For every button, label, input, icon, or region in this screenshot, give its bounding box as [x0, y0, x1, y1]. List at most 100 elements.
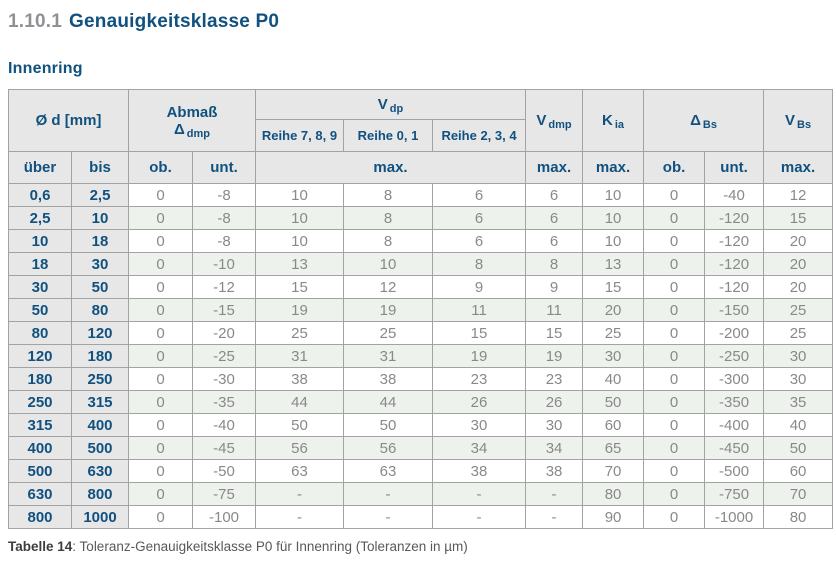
table-row: 800 1000 0 -100- - - -90 0 -1000 80 — [8, 505, 834, 529]
col-header-diameter: Ø d [mm] — [8, 89, 129, 152]
diameter-range-cell: 50 — [8, 298, 72, 322]
subsection-title: Innenring — [8, 60, 83, 77]
diameter-range-cell: 315 — [8, 413, 72, 437]
tolerance-value-cell: -120 — [704, 229, 765, 253]
tolerance-value-cell: 20 — [763, 275, 834, 299]
tolerance-value-cell: 50 — [343, 413, 433, 437]
diameter-range-cell: 800 — [8, 505, 72, 529]
tolerance-value-cell: 6 — [431, 183, 527, 207]
tolerance-value-cell: 8 — [343, 206, 433, 230]
tolerance-value-cell: 0 — [128, 344, 193, 368]
tolerance-value-cell: -450 — [704, 436, 765, 460]
tolerance-value-cell: 0 — [643, 390, 706, 414]
table-row: 18 30 0 -10 13 10 8 8 13 0 -120 20 — [8, 252, 834, 276]
tolerance-value-cell: -45 — [192, 436, 256, 460]
header-reihe-row: Reihe 7, 8, 9 Reihe 0, 1 Reihe 2, 3, 4 — [9, 119, 833, 152]
tolerance-value-cell: 38 — [431, 459, 527, 483]
tolerance-value-cell: 31 — [255, 344, 344, 368]
header-sub-row: über bis ob. unt. max. max. max. ob. unt… — [8, 151, 834, 184]
diameter-range-cell: 500 — [71, 436, 129, 460]
diameter-range-cell: 630 — [8, 482, 72, 506]
tolerance-value-cell: 40 — [582, 367, 645, 391]
diameter-range-cell: 80 — [71, 298, 129, 322]
tolerance-value-cell: 70 — [763, 482, 834, 506]
table-row: 2,5 10 0 -8 10 8 6 6 10 0 -120 15 — [8, 206, 834, 230]
tolerance-value-cell: -750 — [704, 482, 765, 506]
tolerance-value-cell: 50 — [582, 390, 645, 414]
tolerance-value-cell: 0 — [128, 367, 193, 391]
tolerance-value-cell: 0 — [128, 505, 193, 529]
table-caption-text: : Toleranz-Genauigkeitsklasse P0 für Inn… — [72, 539, 468, 554]
table-row: 180 250 0 -30 38 38 23 23 40 0 -300 30 — [8, 367, 834, 391]
tolerance-value-cell: 0 — [643, 344, 706, 368]
tolerance-value-cell: 19 — [525, 344, 584, 368]
tolerance-value-cell: -35 — [192, 390, 256, 414]
diameter-range-cell: 10 — [71, 206, 129, 230]
tolerance-value-cell: 50 — [255, 413, 344, 437]
tolerance-value-cell: -200 — [704, 321, 765, 345]
diameter-range-cell: 250 — [71, 367, 129, 391]
tolerance-value-cell: - — [343, 505, 433, 529]
table-row: 0,6 2,5 0 -8 10 8 6 6 10 0 -40 12 — [8, 183, 834, 207]
tolerance-value-cell: - — [525, 505, 584, 529]
tolerance-value-cell: -350 — [704, 390, 765, 414]
table-row: 120 180 0 -25 31 31 19 19 30 0 -250 30 — [8, 344, 834, 368]
tolerance-value-cell: 0 — [128, 413, 193, 437]
tolerance-value-cell: 15 — [525, 321, 584, 345]
tolerance-value-cell: -500 — [704, 459, 765, 483]
table-row: 250 315 0 -35 44 44 26 26 50 0 -350 35 — [8, 390, 834, 414]
diameter-range-cell: 30 — [8, 275, 72, 299]
tolerance-value-cell: -10 — [192, 252, 256, 276]
tolerance-value-cell: 9 — [431, 275, 527, 299]
tolerance-value-cell: 25 — [763, 298, 834, 322]
tolerance-value-cell: -120 — [704, 275, 765, 299]
tolerance-value-cell: 35 — [763, 390, 834, 414]
tolerance-value-cell: 15 — [763, 206, 834, 230]
tolerance-value-cell: -300 — [704, 367, 765, 391]
tolerance-value-cell: 10 — [582, 229, 645, 253]
tolerance-value-cell: 63 — [255, 459, 344, 483]
tolerance-value-cell: 0 — [643, 252, 706, 276]
tolerance-value-cell: 13 — [582, 252, 645, 276]
tolerance-value-cell: 10 — [582, 183, 645, 207]
tolerance-value-cell: 0 — [128, 252, 193, 276]
tolerance-value-cell: -250 — [704, 344, 765, 368]
tolerance-value-cell: 38 — [343, 367, 433, 391]
tolerance-value-cell: 50 — [763, 436, 834, 460]
diameter-range-cell: 120 — [71, 321, 129, 345]
tolerance-value-cell: 0 — [128, 183, 193, 207]
diameter-range-cell: 800 — [71, 482, 129, 506]
table-row: 30 50 0 -12 15 12 9 9 15 0 -120 20 — [8, 275, 834, 299]
tolerance-value-cell: 38 — [255, 367, 344, 391]
col-subheader-unt-bs: unt. — [704, 151, 765, 184]
tolerance-value-cell: 30 — [763, 344, 834, 368]
tolerance-value-cell: 0 — [128, 321, 193, 345]
tolerance-value-cell: 11 — [431, 298, 527, 322]
tolerance-value-cell: 20 — [582, 298, 645, 322]
diameter-range-cell: 10 — [8, 229, 72, 253]
tolerance-value-cell: 0 — [128, 436, 193, 460]
tolerance-value-cell: 0 — [128, 229, 193, 253]
tolerance-value-cell: 25 — [255, 321, 344, 345]
tolerance-value-cell: 31 — [343, 344, 433, 368]
tolerance-value-cell: 30 — [582, 344, 645, 368]
diameter-range-cell: 30 — [71, 252, 129, 276]
table-row: 400 500 0 -45 56 56 34 34 65 0 -450 50 — [8, 436, 834, 460]
tolerance-value-cell: -40 — [192, 413, 256, 437]
table-row: 630 800 0 -75- - - -80 0 -750 70 — [8, 482, 834, 506]
tolerance-value-cell: 80 — [763, 505, 834, 529]
tolerance-value-cell: 44 — [255, 390, 344, 414]
tolerance-value-cell: 0 — [643, 321, 706, 345]
tolerance-value-cell: 26 — [431, 390, 527, 414]
diameter-range-cell: 400 — [71, 413, 129, 437]
tolerance-value-cell: -20 — [192, 321, 256, 345]
tolerance-value-cell: 0 — [128, 275, 193, 299]
tolerance-value-cell: - — [431, 505, 527, 529]
tolerance-value-cell: -15 — [192, 298, 256, 322]
tolerance-value-cell: 0 — [128, 390, 193, 414]
